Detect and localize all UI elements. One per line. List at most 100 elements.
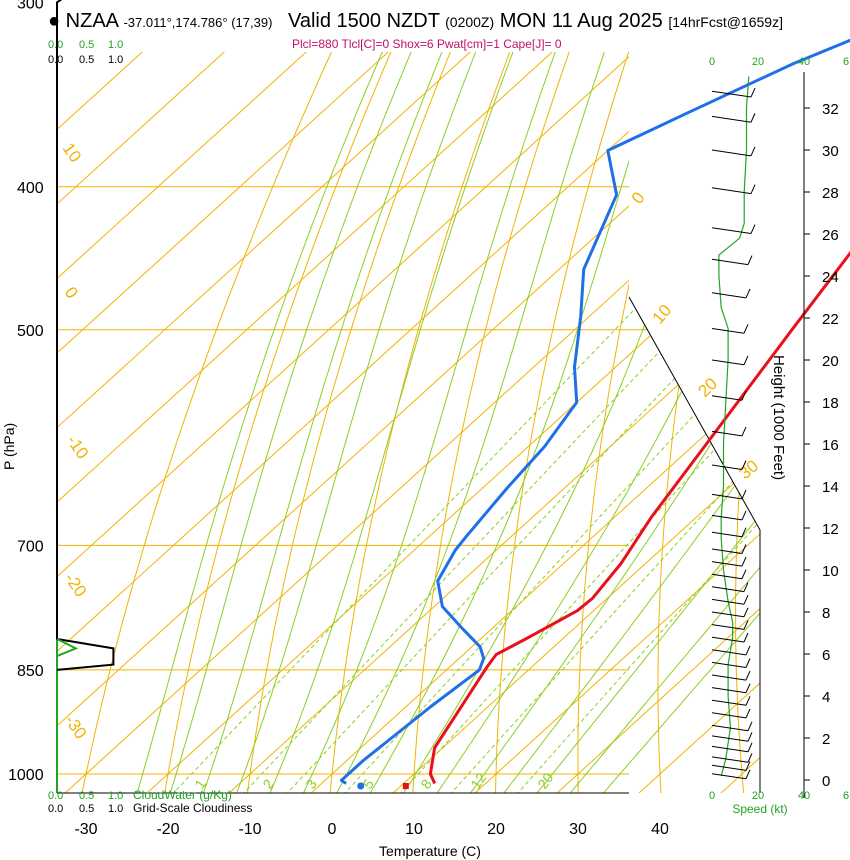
pressure-tick-label: 1000 bbox=[8, 767, 44, 784]
cloudwater-legend: CloudWater (g/Kg) bbox=[133, 788, 232, 802]
wind-barb-flag bbox=[741, 569, 747, 579]
wind-barb bbox=[711, 674, 747, 681]
wind-barb-flag bbox=[745, 696, 751, 706]
wind-barb bbox=[711, 699, 747, 706]
wind-barb bbox=[711, 292, 747, 299]
wind-barb bbox=[711, 624, 745, 630]
wind-barb bbox=[711, 649, 747, 656]
wind-barb-flag bbox=[743, 632, 749, 643]
dry-adiabat-label: -20 bbox=[61, 569, 91, 600]
mixing-ratio-line bbox=[333, 186, 760, 793]
speed-tick-bottom: 0 bbox=[709, 790, 715, 802]
wind-barb-flag bbox=[750, 87, 756, 98]
speed-tick-bottom: 6 bbox=[843, 790, 849, 802]
wind-barb-flag bbox=[743, 620, 749, 630]
wind-barb bbox=[711, 561, 743, 567]
speed-tick-top: 6 bbox=[843, 56, 849, 68]
speed-tick-top: 40 bbox=[798, 56, 810, 68]
wind-barb bbox=[711, 611, 745, 618]
speed-axis-label: Speed (kt) bbox=[732, 802, 787, 816]
wind-barb bbox=[711, 661, 747, 668]
wind-barb bbox=[711, 115, 752, 123]
isotherm-line bbox=[57, 52, 760, 793]
wind-barb-flag bbox=[747, 742, 753, 753]
height-tick-label: 32 bbox=[822, 101, 839, 118]
wind-barb bbox=[711, 598, 745, 605]
dewpoint-profile bbox=[339, 38, 850, 785]
dry-adiabat-label: 10 bbox=[59, 139, 85, 165]
cloudiness-tick-bottom: 0.5 bbox=[79, 803, 94, 815]
wind-barb bbox=[711, 586, 745, 593]
isotherm-line bbox=[461, 52, 760, 793]
wind-barb-flag bbox=[741, 390, 747, 401]
height-tick-label: 30 bbox=[822, 143, 839, 160]
height-tick-label: 12 bbox=[822, 521, 839, 538]
mixing-ratio-line bbox=[389, 186, 760, 793]
moist-adiabat-line bbox=[461, 52, 760, 793]
wind-barb-flag bbox=[743, 607, 749, 618]
wind-barb bbox=[711, 764, 747, 771]
cloudiness-tick-bottom: 0.0 bbox=[48, 803, 63, 815]
wind-barb-flag bbox=[745, 670, 751, 681]
sounding-params: Plcl=880 Tlcl[C]=0 Shox=6 Pwat[cm]=1 Cap… bbox=[292, 37, 562, 51]
dry-adiabat-label: 10 bbox=[649, 301, 676, 328]
station-name: NZAA bbox=[65, 10, 118, 32]
skewt-background bbox=[57, 52, 760, 793]
isotherm-line bbox=[379, 52, 760, 793]
wind-speed-profile bbox=[718, 76, 750, 776]
wind-barb-flag bbox=[743, 324, 749, 334]
wind-barb-flag bbox=[743, 582, 749, 592]
temperature-tick-label: 30 bbox=[569, 821, 587, 838]
wind-barb-flag bbox=[741, 544, 747, 554]
mixing-ratio-line bbox=[440, 186, 760, 793]
diagonal-cut-line bbox=[628, 296, 761, 793]
height-tick-label: 6 bbox=[822, 647, 830, 664]
height-tick-label: 8 bbox=[822, 605, 830, 622]
dry-adiabat-label: 30 bbox=[735, 456, 762, 483]
moist-adiabat-line bbox=[559, 52, 760, 793]
height-tick-label: 16 bbox=[822, 437, 839, 454]
height-tick-label: 2 bbox=[822, 731, 830, 748]
isotherm-line bbox=[57, 52, 408, 793]
wind-barb bbox=[711, 395, 743, 401]
speed-tick-top: 0 bbox=[709, 56, 715, 68]
wind-barb bbox=[711, 636, 745, 643]
wind-barb-flag bbox=[745, 683, 751, 693]
temperature-tick-label: -20 bbox=[156, 821, 179, 838]
cloudiness-tick-top: 0.5 bbox=[79, 54, 94, 66]
moist-adiabat-line bbox=[198, 52, 515, 793]
height-tick-label: 4 bbox=[822, 689, 830, 706]
isotherm-line bbox=[543, 52, 760, 793]
wind-barb-flag bbox=[741, 510, 747, 521]
wind-barb bbox=[711, 687, 747, 694]
temperature-tick-label: 0 bbox=[328, 821, 337, 838]
wind-barb bbox=[711, 745, 749, 753]
wind-barb-flag bbox=[741, 489, 747, 500]
wind-barb bbox=[711, 773, 747, 780]
wind-barb bbox=[711, 756, 749, 763]
dry-adiabat-label: -30 bbox=[61, 711, 91, 742]
speed-tick-bottom: 20 bbox=[752, 790, 764, 802]
wind-barb-flag bbox=[745, 658, 751, 668]
wind-barb bbox=[711, 548, 743, 554]
pressure-tick-label: 500 bbox=[17, 323, 44, 340]
wind-barb bbox=[711, 724, 749, 732]
height-tick-label: 26 bbox=[822, 227, 839, 244]
wind-barb-flag bbox=[741, 527, 747, 537]
station-dot-icon: ● bbox=[48, 10, 61, 32]
valid-date: MON 11 Aug 2025 bbox=[499, 10, 663, 32]
wind-barb bbox=[711, 328, 745, 334]
height-tick-label: 20 bbox=[822, 353, 839, 370]
pressure-tick-label: 400 bbox=[17, 180, 44, 197]
wind-barb bbox=[711, 359, 745, 366]
moist-adiabat-line bbox=[297, 52, 620, 793]
mixing-ratio-label: 2 bbox=[259, 776, 277, 792]
mixing-ratio-line bbox=[275, 186, 760, 793]
wind-barb bbox=[711, 514, 743, 521]
dry-adiabat-label: -10 bbox=[63, 431, 93, 462]
cloudwater-tick-top: 0.5 bbox=[79, 39, 94, 51]
moist-adiabat-line bbox=[264, 52, 580, 793]
isotherm-line bbox=[57, 52, 760, 793]
cloudiness-legend: Grid-Scale Cloudiness bbox=[133, 801, 252, 815]
